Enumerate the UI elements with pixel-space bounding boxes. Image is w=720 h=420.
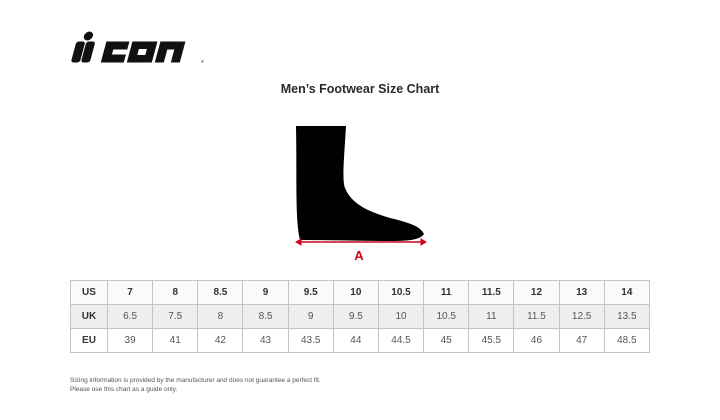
size-cell: 13.5 bbox=[603, 304, 651, 329]
size-cell: 10.5 bbox=[423, 304, 470, 329]
measure-label: A bbox=[354, 248, 364, 263]
size-cell: 12 bbox=[513, 280, 560, 305]
footnote-line-1: Sizing information is provided by the ma… bbox=[70, 377, 321, 384]
row-header: EU bbox=[70, 328, 108, 353]
size-cell: 11.5 bbox=[513, 304, 560, 329]
size-cell: 11.5 bbox=[468, 280, 515, 305]
size-cell: 9.5 bbox=[332, 304, 379, 329]
icon-brand-logo: ® bbox=[71, 31, 204, 64]
row-header: US bbox=[70, 280, 108, 305]
size-cell: 7 bbox=[106, 280, 154, 305]
svg-text:®: ® bbox=[201, 59, 204, 64]
size-cell: 41 bbox=[152, 328, 199, 353]
size-cell: 43 bbox=[242, 328, 289, 353]
size-cell: 43.5 bbox=[287, 328, 334, 353]
size-cell: 12.5 bbox=[558, 304, 605, 329]
size-cell: 8.5 bbox=[197, 280, 244, 305]
size-cell: 8 bbox=[152, 280, 199, 305]
size-cell: 47 bbox=[558, 328, 605, 353]
size-table: US 7 8 8.5 9 9.5 10 10.5 11 11.5 12 13 14 UK 6.5 7.5 8 8.… bbox=[70, 280, 651, 353]
boot-silhouette bbox=[296, 126, 424, 241]
size-cell: 8.5 bbox=[242, 304, 289, 329]
footnote-line-2: Please use this chart as a guide only. bbox=[70, 386, 178, 393]
boot-diagram: A bbox=[295, 126, 427, 263]
size-cell: 10 bbox=[377, 304, 425, 329]
row-header: UK bbox=[70, 304, 108, 329]
page-title: Men’s Footwear Size Chart bbox=[280, 82, 440, 96]
size-cell: 8 bbox=[197, 304, 244, 329]
size-cell: 10 bbox=[332, 280, 379, 305]
size-cell: 11 bbox=[423, 280, 470, 305]
size-cell: 45 bbox=[423, 328, 470, 353]
size-cell: 13 bbox=[558, 280, 605, 305]
size-cell: 11 bbox=[468, 304, 515, 329]
table-row-uk: UK 6.5 7.5 8 8.5 9 9.5 10 10.5 11 11.5 12.5 13.5 bbox=[70, 304, 651, 329]
size-cell: 14 bbox=[603, 280, 651, 305]
measure-arrow bbox=[295, 238, 427, 246]
size-cell: 44 bbox=[332, 328, 379, 353]
size-cell: 9 bbox=[287, 304, 334, 329]
table-row-us: US 7 8 8.5 9 9.5 10 10.5 11 11.5 12 13 14 bbox=[70, 280, 651, 305]
size-cell: 9 bbox=[242, 280, 289, 305]
size-cell: 9.5 bbox=[287, 280, 334, 305]
size-cell: 7.5 bbox=[152, 304, 199, 329]
size-cell: 10.5 bbox=[377, 280, 425, 305]
size-cell: 39 bbox=[106, 328, 154, 353]
size-cell: 44.5 bbox=[377, 328, 425, 353]
table-row-eu: EU 39 41 42 43 43.5 44 44.5 45 45.5 46 47 48.5 bbox=[70, 328, 651, 353]
footnote: Sizing information is provided by the ma… bbox=[70, 376, 321, 394]
size-cell: 42 bbox=[197, 328, 244, 353]
size-cell: 45.5 bbox=[468, 328, 515, 353]
size-cell: 6.5 bbox=[106, 304, 154, 329]
size-cell: 48.5 bbox=[603, 328, 651, 353]
size-cell: 46 bbox=[513, 328, 560, 353]
